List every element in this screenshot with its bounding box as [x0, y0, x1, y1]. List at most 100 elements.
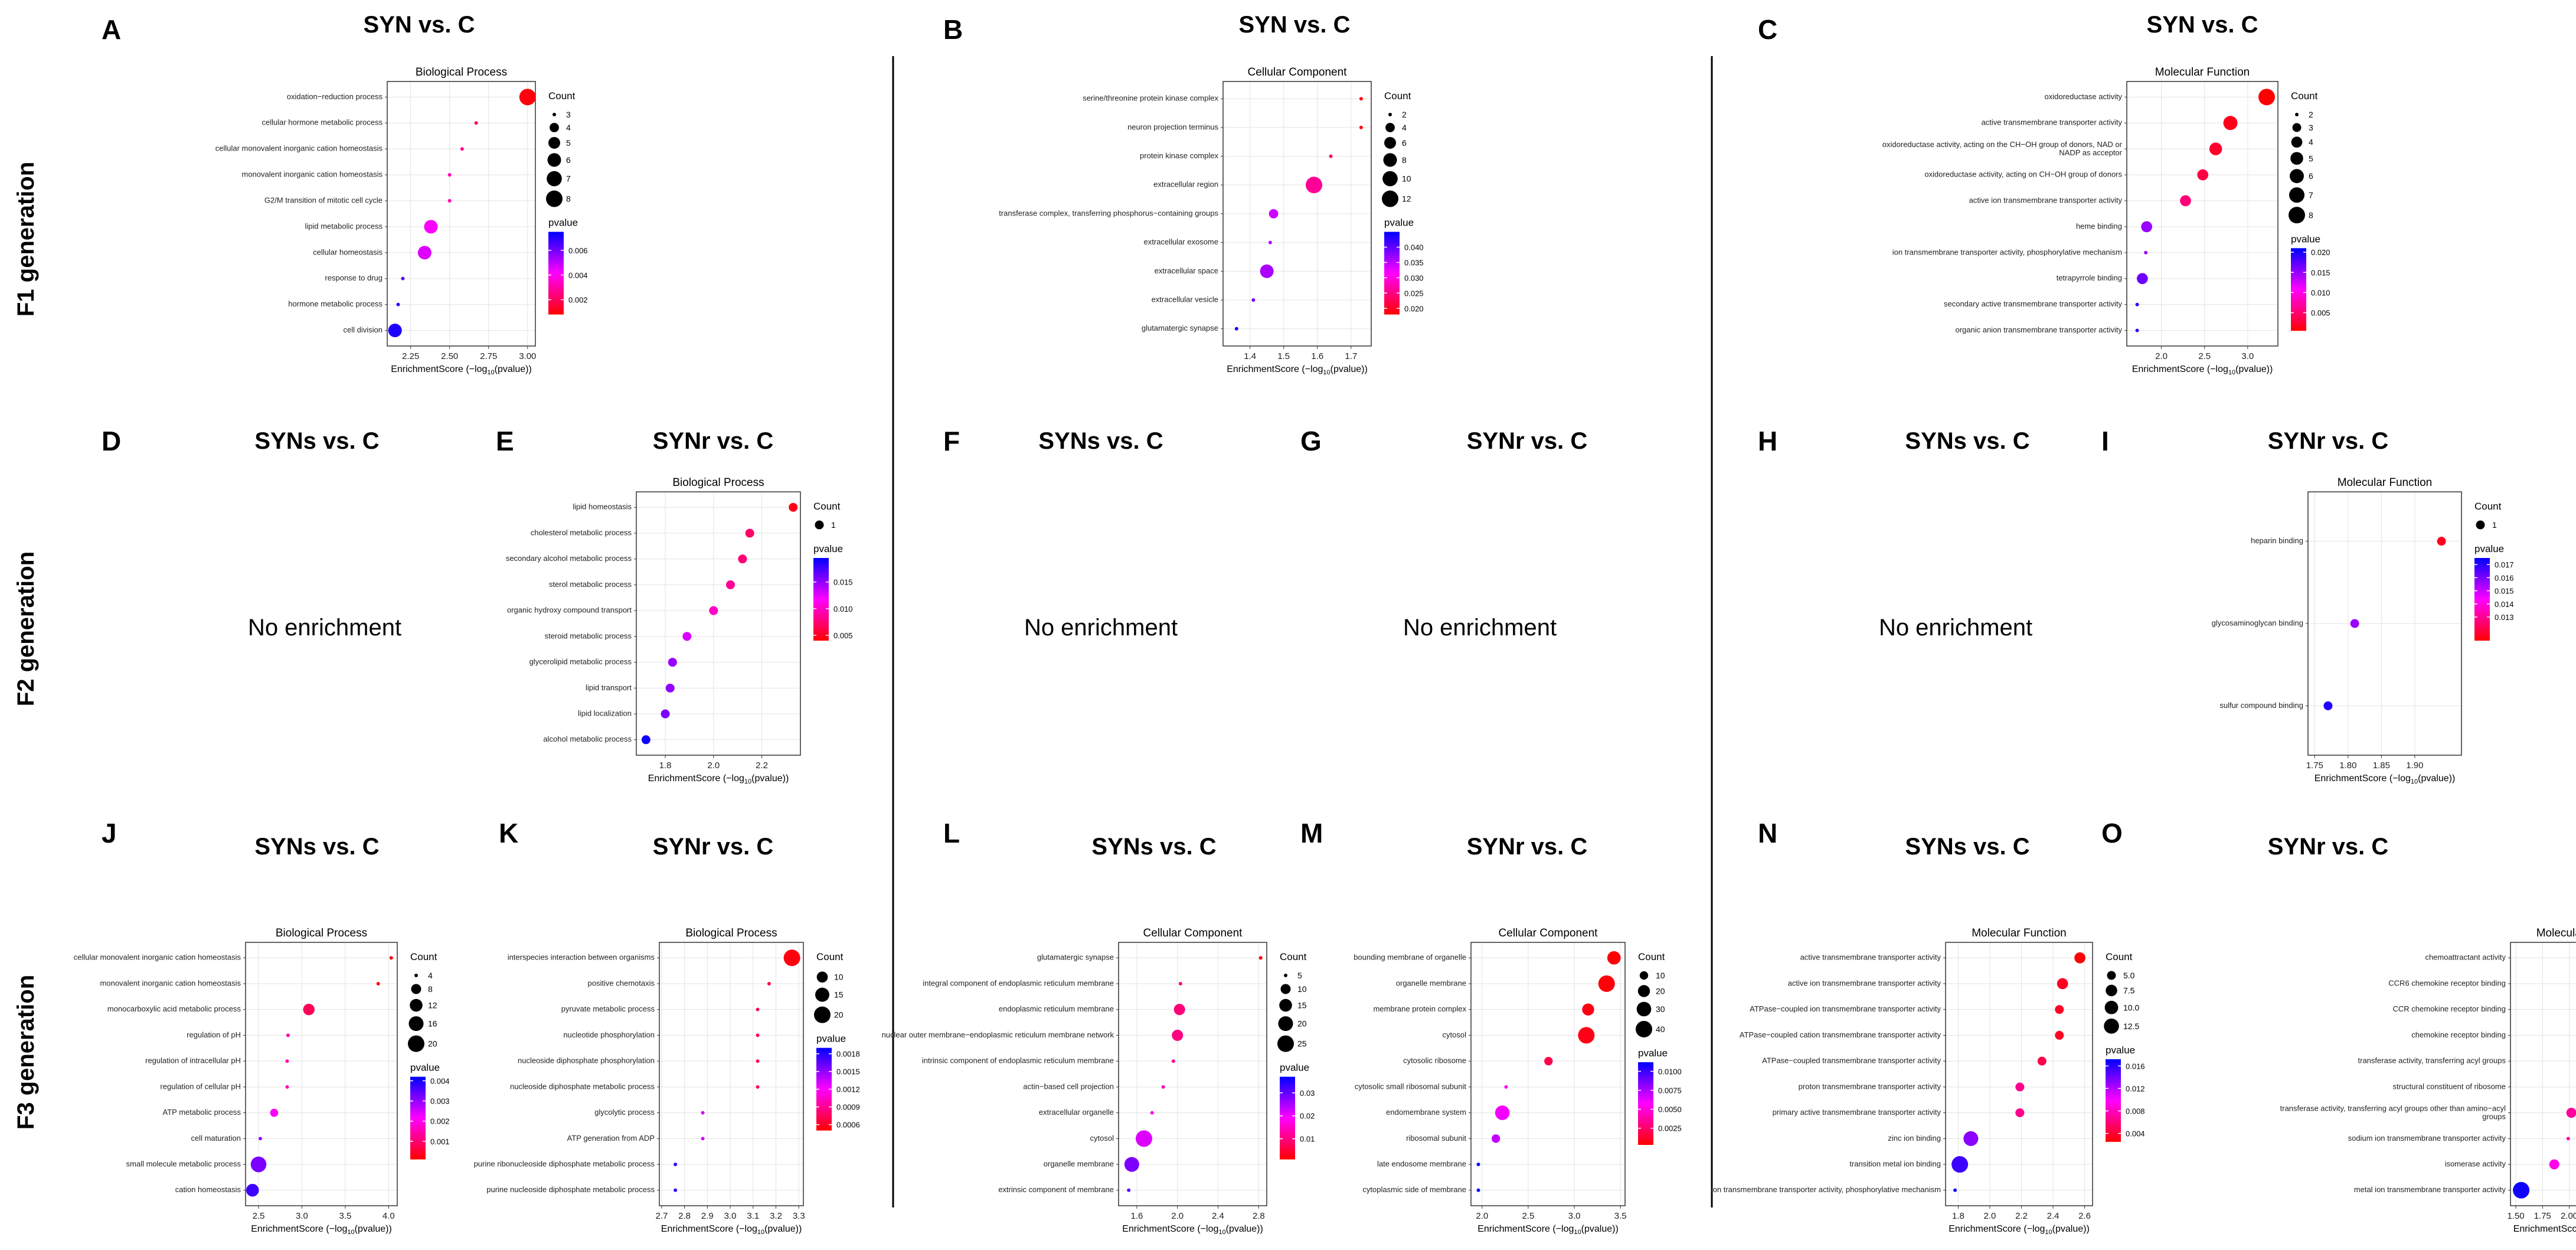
x-tick-label: 2.75	[480, 351, 497, 361]
term-label-line: oxidoreductase activity, acting on the C…	[1882, 140, 2123, 149]
term-label: regulation of cellular pH	[160, 1082, 241, 1091]
legend-count-dot	[414, 974, 418, 977]
no-enrichment-text: No enrichment	[248, 615, 401, 641]
term-label: secondary alcohol metabolic process	[506, 554, 632, 563]
x-axis-title-sub: 10	[2411, 778, 2418, 785]
legend-count-dot	[816, 971, 828, 983]
term-label: glycolytic process	[594, 1108, 655, 1117]
data-point	[756, 1059, 760, 1063]
legend-pvalue-title: pvalue	[1280, 1062, 1309, 1073]
term-label: active ion transmembrane transporter act…	[1969, 195, 2123, 204]
legend-count-label: 4	[1402, 123, 1407, 132]
x-tick-label: 1.8	[659, 761, 672, 771]
chart-title: Molecular Function	[2155, 66, 2250, 79]
data-point	[1953, 1188, 1957, 1192]
x-axis-title-part: (pvalue))	[355, 1224, 392, 1234]
term-label: endomembrane system	[1386, 1108, 1466, 1117]
term-label: extracellular organelle	[1039, 1108, 1114, 1117]
data-point	[1951, 1156, 1969, 1173]
x-axis-title: EnrichmentScore (−log10(pvalue))	[1949, 1224, 2090, 1236]
x-axis-title-part: EnrichmentScore (−log	[2513, 1224, 2576, 1234]
panel-title: SYNr vs. C	[2268, 428, 2389, 454]
legend-count-label: 1	[831, 520, 836, 530]
panel-title: SYN vs. C	[364, 12, 475, 38]
legend-count-label: 8	[428, 984, 433, 994]
data-point	[1234, 327, 1238, 331]
x-axis-title-part: EnrichmentScore (−log	[391, 364, 487, 374]
data-point	[2180, 195, 2191, 207]
legend-pvalue-bar	[1280, 1076, 1295, 1160]
term-label: sulfur compound binding	[2219, 701, 2303, 710]
term-label: transition metal ion binding	[1849, 1159, 1941, 1168]
legend-pvalue-label: 0.0009	[836, 1103, 860, 1112]
data-point	[2566, 1108, 2576, 1118]
data-point	[2350, 619, 2359, 628]
data-point	[424, 220, 438, 234]
term-label: transferase activity, transferring acyl …	[2358, 1056, 2506, 1065]
legend-count-label: 10	[1656, 971, 1665, 980]
term-label: cytosolic small ribosomal subunit	[1355, 1082, 1467, 1091]
x-axis-title: EnrichmentScore (−log10(pvalue))	[1227, 364, 1368, 376]
x-axis-title-sub: 10	[757, 1229, 764, 1236]
legend-pvalue-label: 0.002	[568, 296, 588, 305]
legend-pvalue-label: 0.010	[833, 605, 853, 613]
data-point	[2055, 1030, 2064, 1040]
legend-count-label: 5	[1297, 971, 1302, 980]
chart-title: Biological Process	[416, 66, 507, 79]
x-tick-label: 2.0	[1171, 1211, 1184, 1221]
legend-count-dot	[1388, 113, 1392, 116]
data-point	[2323, 701, 2333, 710]
legend-count-dot	[546, 190, 563, 207]
x-axis-title-part: EnrichmentScore (−log	[1477, 1224, 1574, 1234]
legend-count-title: Count	[1638, 951, 1665, 962]
term-label: cell maturation	[191, 1134, 241, 1143]
term-label: ion transmembrane transporter activity, …	[1711, 1185, 1941, 1194]
data-point	[1476, 1163, 1480, 1167]
panel-title: SYNs vs. C	[1905, 834, 2029, 860]
legend-pvalue-label: 0.014	[2495, 600, 2514, 609]
panel-title: SYNr vs. C	[653, 428, 774, 454]
legend-count-dot	[2290, 169, 2304, 184]
legend-count-label: 7.5	[2123, 985, 2135, 995]
term-label: zinc ion binding	[1888, 1134, 1941, 1143]
term-label: transferase complex, transferring phosph…	[999, 208, 1218, 217]
term-label: regulation of pH	[187, 1030, 241, 1039]
plot-frame	[2510, 942, 2576, 1206]
term-label: organelle membrane	[1044, 1159, 1114, 1168]
panel-title: SYNs vs. C	[254, 428, 379, 454]
x-tick-label: 2.25	[402, 351, 419, 361]
term-label: ATP metabolic process	[163, 1108, 241, 1117]
legend-count-label: 6	[1402, 138, 1407, 148]
term-label: integral component of endoplasmic reticu…	[923, 978, 1114, 987]
x-axis-title-part: (pvalue))	[2052, 1224, 2090, 1234]
legend-pvalue-label: 0.010	[2311, 288, 2330, 297]
legend-pvalue-bar	[548, 231, 564, 315]
data-point	[725, 580, 735, 589]
data-point	[389, 956, 393, 960]
legend-count-dot	[408, 1035, 424, 1052]
legend-count-label: 4	[566, 123, 571, 132]
data-point	[1260, 264, 1274, 278]
legend-pvalue-label: 0.0015	[836, 1068, 860, 1076]
legend-pvalue-label: 0.03	[1300, 1089, 1315, 1098]
plot-frame	[636, 491, 801, 756]
data-point	[1495, 1105, 1510, 1120]
data-point	[376, 981, 380, 985]
legend-count-title: Count	[2474, 501, 2502, 512]
legend-count-dot	[2290, 152, 2303, 165]
legend-pvalue-label: 0.015	[833, 578, 853, 587]
legend-count-title: Count	[1280, 951, 1307, 962]
no-enrichment-text: No enrichment	[1403, 615, 1557, 641]
legend-pvalue-label: 0.005	[833, 631, 853, 640]
legend-count-dot	[1382, 190, 1398, 207]
term-label: organic hydroxy compound transport	[507, 606, 632, 615]
legend-count-label: 10	[834, 972, 844, 982]
legend-count-label: 2	[1402, 110, 1407, 119]
x-tick-label: 2.0	[1984, 1211, 1996, 1221]
x-axis-title-part: (pvalue))	[751, 774, 789, 784]
legend-count-dot	[2289, 207, 2305, 224]
data-point	[1359, 125, 1363, 129]
x-axis-title: EnrichmentScore (−log10(pvalue))	[648, 774, 789, 785]
x-tick-label: 2.2	[2015, 1211, 2028, 1221]
x-tick-label: 3.0	[296, 1211, 308, 1221]
